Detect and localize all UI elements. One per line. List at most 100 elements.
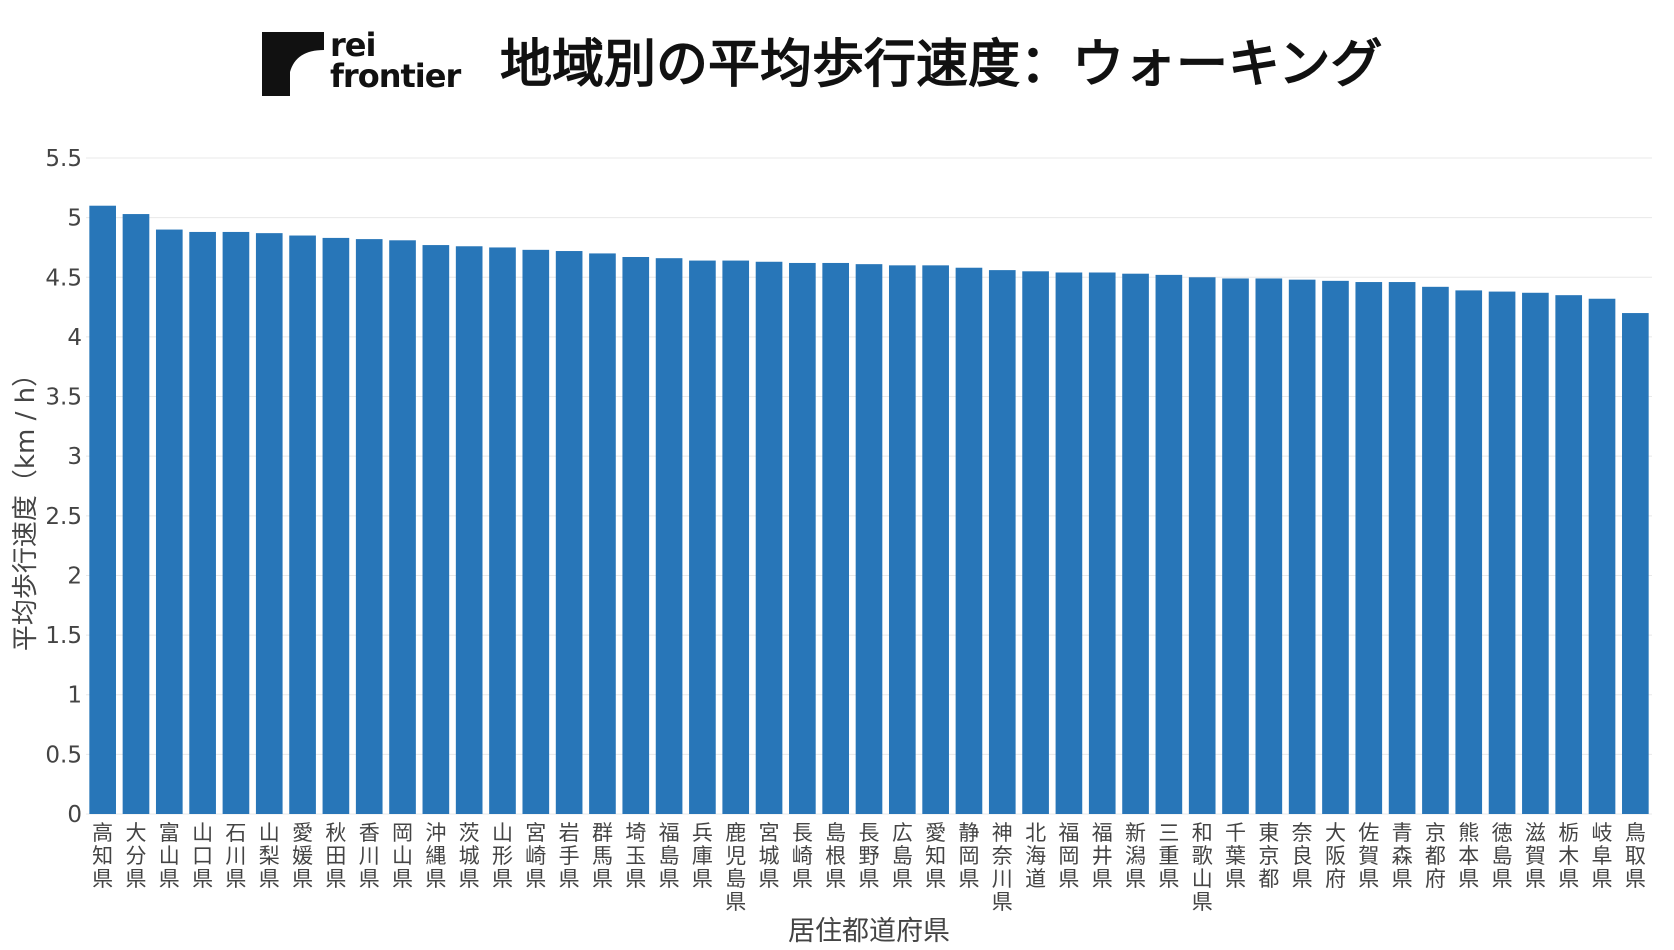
- bar: [1188, 277, 1216, 815]
- x-tick-label: 埼玉県: [625, 821, 646, 891]
- y-tick-label: 3: [67, 444, 82, 470]
- x-tick-label: 滋賀県: [1525, 821, 1546, 891]
- x-tick-label: 島根県: [825, 821, 846, 891]
- x-tick-label: 北海道: [1025, 821, 1046, 891]
- bar: [1455, 290, 1483, 815]
- bar: [822, 262, 850, 815]
- bar: [888, 265, 916, 814]
- bar: [522, 249, 550, 815]
- x-tick-label: 群馬県: [592, 821, 613, 891]
- logo-text: rei frontier: [330, 26, 461, 95]
- x-tick-label: 千葉県: [1225, 821, 1246, 891]
- bar: [422, 245, 450, 814]
- x-tick-label: 石川県: [225, 821, 246, 891]
- x-tick-label: 大阪府: [1325, 821, 1346, 891]
- y-tick-label: 4.5: [45, 265, 82, 291]
- x-tick-label: 山形県: [492, 821, 513, 891]
- x-tick-label: 宮崎県: [525, 821, 546, 891]
- bar: [622, 256, 650, 815]
- x-tick-label: 青森県: [1392, 821, 1413, 891]
- bar: [322, 237, 350, 814]
- bar: [722, 260, 750, 814]
- x-tick-label: 東京都: [1258, 821, 1279, 891]
- y-tick-label: 1: [67, 683, 82, 709]
- x-tick-label: 山梨県: [259, 821, 280, 891]
- bar: [755, 261, 783, 814]
- x-tick-label: 新潟県: [1125, 821, 1146, 891]
- bar: [122, 214, 150, 815]
- bar: [255, 233, 283, 814]
- y-tick-label: 2.5: [45, 504, 82, 530]
- bar: [1255, 278, 1283, 814]
- y-tick-label: 0.5: [45, 742, 82, 768]
- x-tick-label: 京都府: [1425, 821, 1446, 891]
- x-tick-label: 静岡県: [958, 821, 979, 891]
- y-tick-label: 2: [67, 563, 82, 589]
- x-tick-label: 奈良県: [1292, 821, 1313, 891]
- x-tick-label: 宮城県: [759, 821, 780, 891]
- y-tick-label: 3.5: [45, 385, 82, 411]
- bar: [1222, 278, 1249, 814]
- bar: [89, 205, 116, 814]
- bar: [1422, 286, 1449, 814]
- bar: [1355, 282, 1383, 814]
- bar: [455, 246, 483, 814]
- logo-mark-icon: [262, 32, 324, 96]
- bar: [222, 231, 250, 814]
- x-tick-label: 鹿児島県: [725, 821, 746, 914]
- bar: [1322, 280, 1349, 814]
- x-tick-label: 福井県: [1092, 821, 1113, 891]
- y-tick-label: 1.5: [45, 623, 82, 649]
- x-tick-label: 大分県: [125, 821, 146, 891]
- bar: [1055, 272, 1083, 814]
- bar: [955, 267, 983, 814]
- y-tick-label: 4: [67, 325, 82, 351]
- x-tick-label: 神奈川県: [992, 821, 1013, 914]
- x-axis-label: 居住都道府県: [788, 916, 950, 947]
- y-tick-label: 5: [67, 206, 82, 232]
- x-tick-label: 香川県: [359, 821, 380, 891]
- x-tick-label: 兵庫県: [692, 821, 713, 891]
- logo-line1: rei: [330, 26, 376, 64]
- x-tick-label: 広島県: [892, 821, 913, 891]
- x-tick-label: 福岡県: [1058, 821, 1079, 891]
- bar: [988, 270, 1016, 815]
- x-tick-label: 高知県: [92, 821, 113, 891]
- bar: [1388, 282, 1416, 814]
- bar: [922, 265, 949, 814]
- bar: [1622, 313, 1649, 814]
- x-tick-label: 岡山県: [392, 821, 413, 891]
- bar: [1122, 273, 1149, 814]
- x-tick-label: 栃木県: [1558, 821, 1579, 891]
- y-tick-label: 5.5: [45, 146, 82, 172]
- bar: [1522, 292, 1549, 814]
- x-tick-label: 徳島県: [1492, 821, 1513, 891]
- x-tick-label: 佐賀県: [1358, 821, 1379, 891]
- x-tick-label: 三重県: [1158, 821, 1179, 891]
- bar: [1488, 291, 1516, 814]
- y-tick-label: 0: [67, 802, 82, 828]
- x-tick-label: 長崎県: [792, 821, 813, 891]
- bar: [1088, 272, 1116, 814]
- bars: [89, 205, 1649, 815]
- bar: [1022, 271, 1049, 814]
- x-tick-label: 富山県: [159, 821, 180, 891]
- x-tick-label: 和歌山県: [1192, 821, 1213, 914]
- x-tick-label: 岐阜県: [1592, 821, 1613, 891]
- x-tick-label: 福島県: [659, 821, 680, 891]
- x-tick-label: 沖縄県: [425, 821, 446, 891]
- bar: [289, 235, 316, 814]
- bar: [689, 260, 716, 814]
- y-axis-ticks: 0 0.5 1 1.5 2 2.5 3 3.5 4 4.5 5 5.5: [45, 146, 82, 828]
- x-tick-label: 熊本県: [1458, 821, 1479, 891]
- rei-frontier-logo: rei frontier: [262, 26, 467, 98]
- bar: [789, 262, 816, 815]
- bar: [655, 258, 683, 814]
- x-tick-label: 長野県: [859, 821, 880, 891]
- header: rei frontier 地域別の平均歩行速度：ウォーキング: [0, 0, 1674, 130]
- logo-line2: frontier: [330, 57, 461, 95]
- bar: [1155, 274, 1183, 814]
- x-tick-label: 茨城県: [459, 821, 480, 891]
- bar: [355, 239, 383, 814]
